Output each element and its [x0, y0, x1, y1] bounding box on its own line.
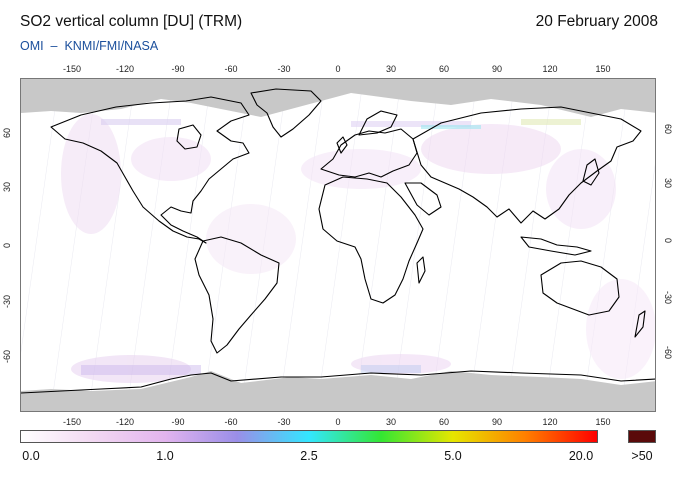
- south-america-outline: [194, 236, 280, 354]
- lon-tick-top: 0: [335, 64, 341, 74]
- lon-tick-bottom: 0: [335, 417, 341, 427]
- australia-outline: [540, 260, 620, 316]
- lon-tick-bottom: 150: [595, 417, 611, 427]
- colorbar-label: 2.5: [300, 449, 318, 463]
- coastlines: [21, 88, 655, 394]
- africa-outline: [318, 176, 424, 304]
- map-canvas: [21, 79, 655, 411]
- so2-signal-patches: [61, 114, 655, 383]
- lon-tick-bottom: -30: [277, 417, 291, 427]
- lat-tick-left: 60: [2, 127, 12, 138]
- data-source-credit: OMI – KNMI/FMI/NASA: [20, 39, 159, 53]
- map-title: SO2 vertical column [DU] (TRM): [20, 13, 243, 30]
- greenland-outline: [250, 88, 322, 138]
- antarctic-no-data-region: [21, 371, 655, 411]
- lon-tick-bottom: -120: [115, 417, 135, 427]
- lon-tick-top: 90: [491, 64, 503, 74]
- lon-tick-bottom: -60: [224, 417, 238, 427]
- lon-tick-bottom: 120: [542, 417, 558, 427]
- colorbar-label: 0.0: [22, 449, 40, 463]
- lon-tick-bottom: -90: [171, 417, 185, 427]
- madagascar-outline: [416, 256, 426, 284]
- lon-tick-top: -90: [171, 64, 185, 74]
- colorbar-label: 5.0: [444, 449, 462, 463]
- lat-tick-left: 30: [2, 181, 12, 192]
- lon-tick-top: -30: [277, 64, 291, 74]
- new-zealand-outline: [634, 310, 646, 338]
- high-latitude-noise: [81, 119, 581, 375]
- lat-tick-left: 0: [2, 242, 12, 248]
- lon-tick-bottom: 60: [438, 417, 450, 427]
- arctic-no-data-region: [21, 79, 655, 117]
- lon-tick-top: 150: [595, 64, 611, 74]
- lon-tick-bottom: 90: [491, 417, 503, 427]
- lon-tick-top: -120: [115, 64, 135, 74]
- colorbar-label: 20.0: [568, 449, 594, 463]
- so2-color-scale-bar: [20, 430, 598, 443]
- arabian-peninsula-outline: [404, 182, 442, 216]
- asia-outline: [412, 106, 642, 224]
- lon-tick-top: -60: [224, 64, 238, 74]
- lat-tick-right: 30: [663, 178, 673, 189]
- overflow-color-swatch: [628, 430, 656, 443]
- indonesia-outline: [520, 236, 592, 256]
- lon-tick-top: 120: [542, 64, 558, 74]
- lat-tick-right: 0: [663, 238, 673, 244]
- lat-tick-right: 60: [663, 124, 673, 135]
- lat-tick-left: -60: [2, 349, 12, 363]
- hudson-bay-outline: [176, 124, 202, 150]
- lat-tick-right: -60: [663, 346, 673, 360]
- lat-tick-left: -30: [2, 294, 12, 308]
- japan-outline: [582, 158, 600, 186]
- lon-tick-bottom: -150: [62, 417, 82, 427]
- lat-tick-right: -30: [663, 291, 673, 305]
- so2-world-map: [20, 78, 656, 412]
- lon-tick-top: 60: [438, 64, 450, 74]
- lon-tick-bottom: 30: [385, 417, 397, 427]
- colorbar-label: >50: [631, 449, 653, 463]
- scandinavia-outline: [358, 110, 398, 136]
- british-isles-outline: [336, 136, 348, 154]
- map-date: 20 February 2008: [535, 13, 658, 30]
- lon-tick-top: -150: [62, 64, 82, 74]
- antarctica-outline: [21, 370, 655, 394]
- lon-tick-top: 30: [385, 64, 397, 74]
- north-america-outline: [50, 96, 250, 244]
- colorbar-label: 1.0: [156, 449, 174, 463]
